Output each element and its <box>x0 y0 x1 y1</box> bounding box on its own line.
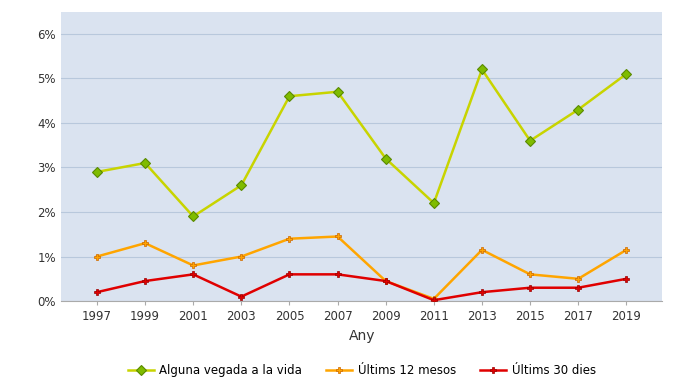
X-axis label: Any: Any <box>348 328 375 343</box>
Legend: Alguna vegada a la vida, Últims 12 mesos, Últims 30 dies: Alguna vegada a la vida, Últims 12 mesos… <box>123 359 600 381</box>
